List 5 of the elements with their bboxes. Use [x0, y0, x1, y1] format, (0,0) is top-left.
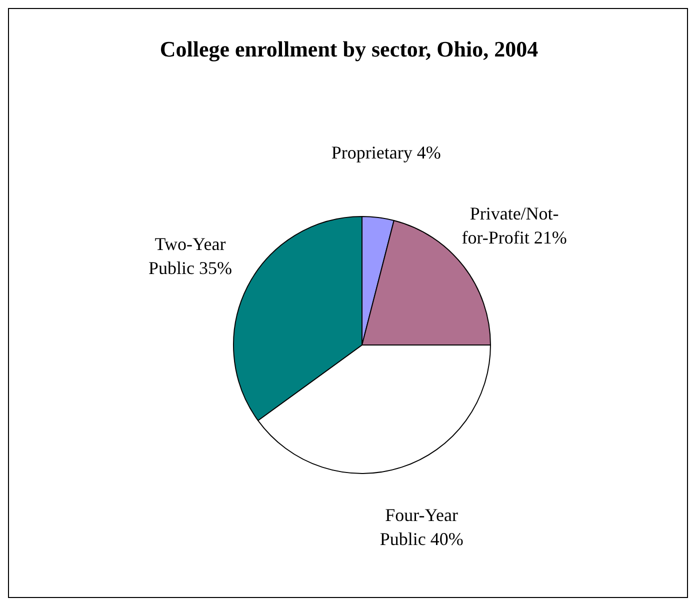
slice-label: Private/Not-for-Profit 21% [462, 204, 567, 248]
slice-label: Proprietary 4% [331, 142, 441, 163]
slice-label: Two-Year Public 35% [148, 234, 232, 278]
chart-title: College enrollment by sector, Ohio, 2004 [160, 36, 538, 62]
slice-label: Four-Year Public 40% [380, 505, 464, 550]
